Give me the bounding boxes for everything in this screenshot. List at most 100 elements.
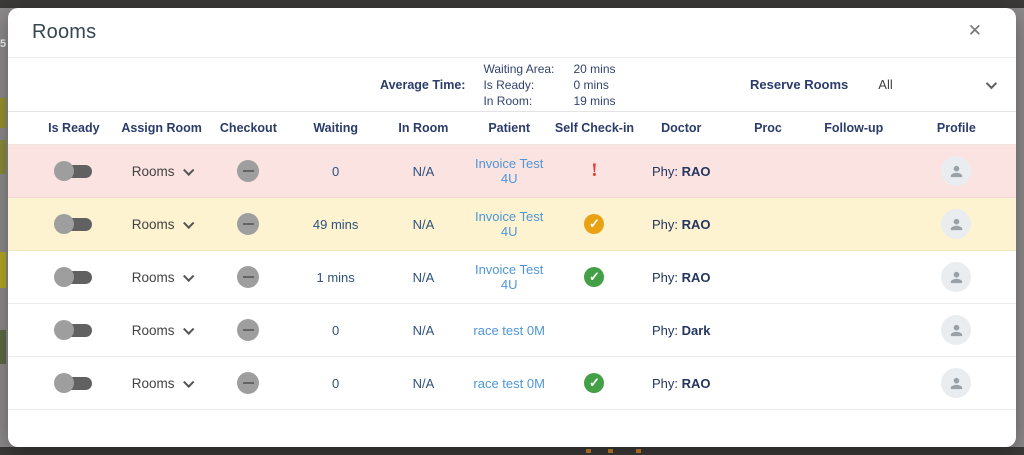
background-page-fragment [0, 140, 6, 174]
col-header-proc: Proc [754, 121, 782, 135]
patient-link[interactable]: race test 0M [473, 375, 545, 391]
person-icon [950, 377, 962, 389]
doctor-name: RAO [681, 163, 711, 179]
checkout-button[interactable] [237, 213, 260, 235]
doctor-prefix: Phy: [651, 375, 678, 391]
is-ready-toggle[interactable] [53, 213, 94, 235]
waiting-value: 0 [332, 375, 340, 391]
doctor-prefix: Phy: [651, 216, 678, 232]
doctor-cell: Phy: RAO [637, 376, 725, 391]
is-ready-toggle[interactable] [53, 160, 94, 182]
in-room-value: N/A [412, 216, 435, 232]
self-checkin-alert-icon: ! [591, 160, 598, 181]
modal-title: Rooms [32, 21, 97, 43]
self-checkin-check-icon: ✓ [584, 373, 605, 393]
minus-icon [242, 329, 254, 331]
table-row: Rooms 0 N/A race test 0M Phy: Dark [8, 304, 1016, 357]
is-ready-toggle[interactable] [53, 266, 94, 288]
toggle-knob [53, 373, 74, 393]
person-icon [950, 271, 962, 283]
reserve-rooms-label[interactable]: Reserve Rooms [750, 77, 849, 92]
background-page-fragment [0, 98, 6, 128]
table-header-row: Is Ready Assign Room Checkout Waiting In… [8, 112, 1016, 145]
in-room-value: N/A [412, 375, 435, 391]
waiting-value: 49 mins [312, 216, 359, 232]
person-icon [950, 218, 962, 230]
patient-link[interactable]: Invoice Test 4U [474, 156, 544, 186]
is-ready-toggle[interactable] [53, 319, 94, 341]
checkout-button[interactable] [237, 319, 260, 341]
checkout-button[interactable] [237, 160, 260, 182]
average-time-block: Average Time: Waiting Area: 20 mins Is R… [380, 62, 616, 108]
toggle-knob [53, 161, 74, 181]
toggle-knob [53, 267, 74, 287]
assign-room-label: Rooms [131, 375, 175, 391]
profile-avatar[interactable] [941, 262, 972, 292]
patient-link[interactable]: Invoice Test 4U [474, 209, 544, 239]
background-page-badge: 5 [0, 38, 7, 50]
doctor-cell: Phy: RAO [637, 270, 725, 285]
metric-label: Is Ready: [483, 77, 535, 92]
background-page-fragment [636, 449, 641, 453]
minus-icon [242, 223, 254, 225]
self-checkin-check-icon: ✓ [584, 267, 605, 287]
checkout-button[interactable] [237, 266, 260, 288]
doctor-prefix: Phy: [651, 269, 678, 285]
assign-room-label: Rooms [131, 322, 175, 338]
in-room-value: N/A [412, 322, 435, 338]
assign-room-label: Rooms [131, 216, 175, 232]
minus-icon [242, 170, 254, 172]
table-row: Rooms 0 N/A race test 0M ✓ Phy: RAO [8, 357, 1016, 410]
doctor-cell: Phy: RAO [637, 164, 725, 179]
doctor-name: RAO [681, 216, 711, 232]
chevron-down-icon [182, 376, 194, 388]
rooms-modal: Rooms ✕ Average Time: Waiting Area: 20 m… [8, 8, 1016, 447]
table-row: Rooms 1 mins N/A Invoice Test 4U ✓ Phy: … [8, 251, 1016, 304]
toggle-knob [53, 320, 74, 340]
profile-avatar[interactable] [941, 368, 972, 398]
table-row: Rooms 49 mins N/A Invoice Test 4U ✓ Phy:… [8, 198, 1016, 251]
assign-room-dropdown[interactable]: Rooms [131, 216, 194, 232]
chevron-down-icon [182, 164, 194, 176]
rooms-filter-value[interactable]: All [878, 77, 893, 92]
profile-avatar[interactable] [941, 156, 972, 186]
profile-avatar[interactable] [941, 315, 972, 345]
metric-is-ready: Is Ready: 0 mins [483, 78, 615, 92]
table-row: Rooms 0 N/A Invoice Test 4U ! Phy: RAO [8, 145, 1016, 198]
col-header-checkout: Checkout [219, 121, 277, 135]
person-icon [950, 165, 962, 177]
background-page-fragment [0, 252, 6, 288]
self-checkin-check-icon: ✓ [584, 214, 605, 234]
doctor-name: RAO [681, 269, 711, 285]
doctor-prefix: Phy: [651, 322, 678, 338]
assign-room-dropdown[interactable]: Rooms [131, 375, 194, 391]
toggle-knob [53, 214, 74, 234]
in-room-value: N/A [412, 269, 435, 285]
col-header-patient: Patient [488, 121, 531, 135]
background-page-fragment [586, 449, 591, 453]
assign-room-dropdown[interactable]: Rooms [132, 164, 194, 179]
assign-room-dropdown[interactable]: Rooms [131, 322, 194, 338]
doctor-cell: Phy: RAO [637, 217, 725, 232]
chevron-down-icon[interactable] [985, 77, 998, 89]
metric-value: 19 mins [573, 93, 616, 108]
assign-room-dropdown[interactable]: Rooms [131, 269, 194, 285]
col-header-is-ready: Is Ready [48, 121, 100, 135]
waiting-value: 0 [332, 163, 340, 179]
is-ready-toggle[interactable] [53, 372, 94, 394]
patient-link[interactable]: race test 0M [473, 322, 545, 338]
col-header-in-room: In Room [398, 121, 449, 135]
doctor-name: Dark [681, 322, 711, 338]
person-icon [950, 324, 962, 336]
metric-in-room: In Room: 19 mins [483, 94, 615, 108]
checkout-button[interactable] [237, 372, 260, 394]
close-icon[interactable]: ✕ [967, 21, 982, 40]
profile-avatar[interactable] [941, 209, 972, 239]
doctor-cell: Phy: Dark [637, 323, 725, 338]
metric-value: 20 mins [573, 61, 616, 76]
patient-link[interactable]: Invoice Test 4U [474, 262, 544, 292]
reserve-rooms-filter[interactable]: Reserve Rooms All [750, 77, 1000, 92]
assign-room-label: Rooms [131, 269, 175, 285]
col-header-doctor: Doctor [661, 121, 702, 135]
minus-icon [242, 276, 254, 278]
